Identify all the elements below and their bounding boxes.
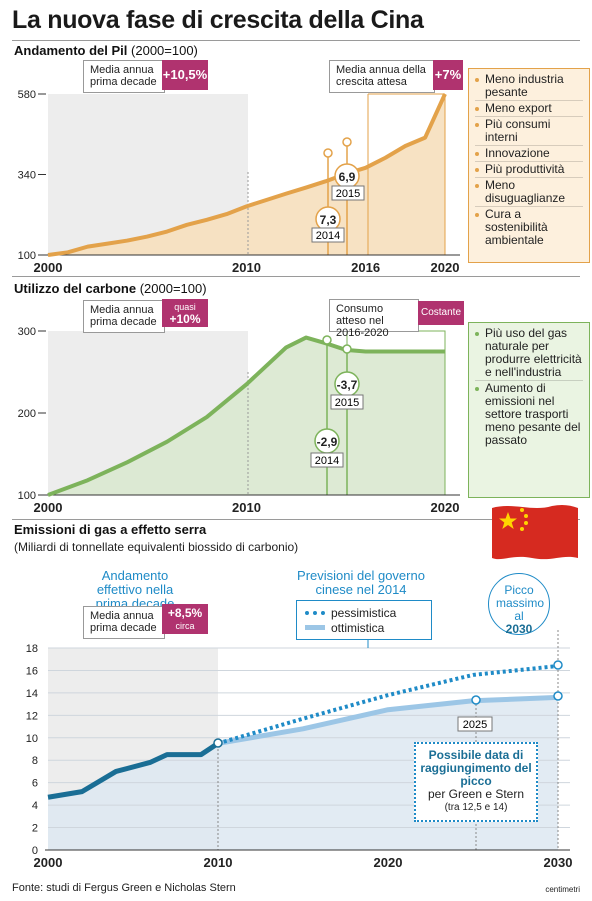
- pil-expected-label: Media annua della crescita attesa: [329, 60, 435, 93]
- pil-year-box-2014: 2014: [316, 230, 340, 242]
- note-item: Più consumi interni: [475, 118, 583, 146]
- pil-ytick-label: 340: [18, 170, 36, 182]
- series-line-ottimistica: [217, 694, 559, 746]
- em-ytick-label: 6: [32, 778, 38, 790]
- note-item: Meno industria pesante: [475, 73, 583, 101]
- legend-swatch-pess: [305, 610, 325, 615]
- em-ytick-label: 14: [26, 688, 38, 700]
- carbone-point-2015: [342, 344, 352, 354]
- note-item: Più uso del gas naturale per produrre el…: [475, 327, 583, 381]
- note-item: Aumento di emissioni nel settore traspor…: [475, 382, 583, 448]
- china-flag-icon: [492, 504, 578, 560]
- em-xtick-label: 2000: [34, 855, 63, 870]
- pil-area: [48, 94, 445, 255]
- pil-xtick-label: 2000: [34, 260, 63, 275]
- carbone-avg-badge: quasi +10%: [162, 299, 208, 327]
- pil-avg-label: Media annua prima decade: [83, 60, 165, 93]
- em-ytick-label: 8: [32, 755, 38, 767]
- emissioni-section-title: Emissioni di gas a effetto serra: [14, 522, 207, 537]
- section-divider: [12, 519, 580, 520]
- carbone-bubble-2014-value: -2,9: [317, 435, 338, 449]
- carbone-year-box-2015: 2015: [335, 397, 359, 409]
- pil-ytick-label: 580: [18, 89, 36, 101]
- em-year-box-2025: 2025: [463, 719, 487, 731]
- legend-swatch-ott: [305, 625, 325, 630]
- carbone-section-title: Utilizzo del carbone (2000=100): [14, 281, 207, 296]
- note-item: Più produttività: [475, 163, 583, 178]
- section-divider: [12, 276, 580, 277]
- carbone-ytick-label: 300: [18, 326, 36, 338]
- pil-bubble-2015-value: 6,9: [339, 170, 356, 184]
- em-ytick-label: 10: [26, 733, 38, 745]
- emissioni-subtitle: (Miliardi di tonnellate equivalenti bios…: [14, 540, 299, 554]
- note-item: Meno disuguaglianze: [475, 179, 583, 207]
- pil-xtick-label: 2016: [351, 260, 380, 275]
- pil-avg-badge: +10,5%: [162, 60, 208, 90]
- pil-point-2015: [342, 137, 352, 147]
- carbone-expected-label: Consumo atteso nel 2016-2020: [329, 299, 419, 339]
- pil-point-2014: [323, 148, 333, 158]
- carbone-avg-label: Media annua prima decade: [83, 300, 165, 333]
- carbone-notes: Più uso del gas naturale per produrre el…: [468, 322, 590, 498]
- pil-section-title: Andamento del Pil (2000=100): [14, 43, 198, 58]
- pil-bubble-2014-value: 7,3: [320, 213, 337, 227]
- em-ytick-label: 16: [26, 665, 38, 677]
- em-ytick-label: 18: [26, 643, 38, 655]
- em-point-2030-pess: [553, 660, 563, 670]
- em-xtick-label: 2030: [544, 855, 573, 870]
- pil-xtick-label: 2020: [431, 260, 460, 275]
- pil-chart: 7,3 6,9 2014 2015 100 340 580 2000 2010 2016…: [18, 89, 460, 275]
- peak-max-callout: Picco massimo al 2030: [488, 573, 550, 636]
- credit-logo: centimetri: [545, 885, 580, 894]
- em-point-2025: [471, 695, 481, 705]
- series-line-pessimistica: [217, 663, 559, 746]
- pil-year-box-2015: 2015: [336, 188, 360, 200]
- carbone-year-box-2014: 2014: [315, 455, 339, 467]
- carbone-point-2014: [322, 335, 332, 345]
- legend-item-pessimistica: pessimistica: [305, 605, 423, 620]
- pil-expected-badge: +7%: [433, 60, 463, 90]
- em-forecast-label: Previsioni del governo cinese nel 2014: [297, 568, 425, 597]
- em-ytick-label: 4: [32, 800, 38, 812]
- carbone-chart: -2,9 -3,7 2014 2015 100 200 300 2000 2010 20…: [18, 326, 460, 515]
- page-title: La nuova fase di crescita della Cina: [12, 6, 424, 34]
- em-avg-badge: +8,5% circa: [162, 604, 208, 634]
- pil-notes: Meno industria pesante Meno export Più con…: [468, 68, 590, 263]
- series-line-actual: [47, 741, 220, 800]
- pil-ytick-label: 100: [18, 250, 36, 262]
- em-legend: pessimistica ottimistica: [296, 600, 432, 640]
- carbone-xtick-label: 2020: [431, 500, 460, 515]
- em-ytick-label: 12: [26, 710, 38, 722]
- em-xtick-label: 2010: [204, 855, 233, 870]
- em-ytick-label: 2: [32, 823, 38, 835]
- em-point-2010: [213, 738, 223, 748]
- note-item: Meno export: [475, 102, 583, 117]
- em-point-2030-ott: [553, 691, 563, 701]
- em-avg-label: Media annua prima decade: [83, 606, 165, 639]
- pil-line: [47, 93, 447, 257]
- carbone-ytick-label: 100: [18, 490, 36, 502]
- note-item: Cura a sostenibilità ambientale: [475, 208, 583, 248]
- carbone-line: [47, 335, 445, 497]
- carbone-ytick-label: 200: [18, 408, 36, 420]
- possible-peak-callout: Possibile data di raggiungimento del pic…: [414, 742, 538, 822]
- pil-annotation-lines: [327, 93, 446, 255]
- carbone-bubble-2015-value: -3,7: [337, 378, 358, 392]
- carbone-xtick-label: 2000: [34, 500, 63, 515]
- source-footer: Fonte: studi di Fergus Green e Nicholas …: [12, 882, 236, 894]
- section-divider: [12, 40, 580, 41]
- em-ytick-label: 0: [32, 845, 38, 857]
- carbone-xtick-label: 2010: [232, 500, 261, 515]
- em-xtick-label: 2020: [374, 855, 403, 870]
- pil-xtick-label: 2010: [232, 260, 261, 275]
- carbone-expected-badge: Costante: [418, 301, 464, 325]
- note-item: Innovazione: [475, 147, 583, 162]
- legend-item-ottimistica: ottimistica: [305, 620, 423, 635]
